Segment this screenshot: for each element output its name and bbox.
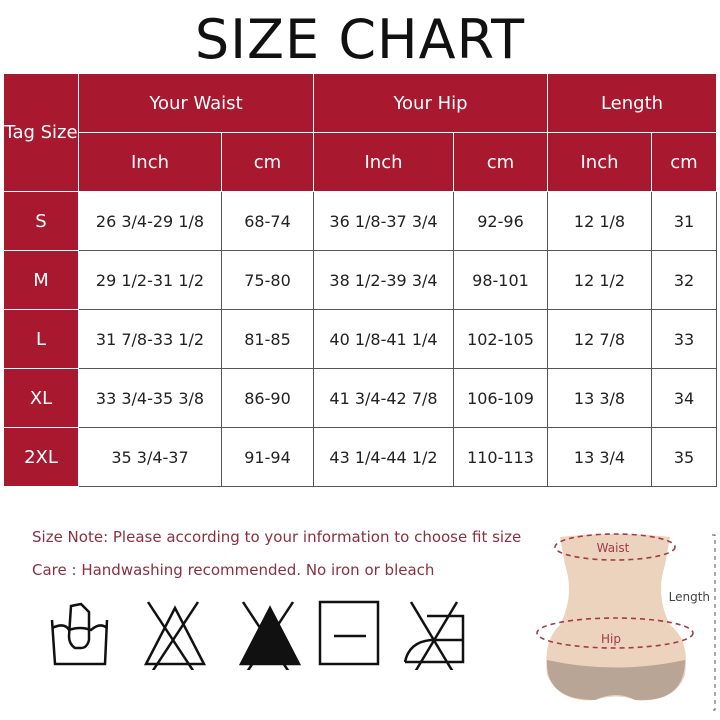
table-row: 2XL 35 3/4-37 91-94 43 1/4-44 1/2 110-113 13 … bbox=[3, 427, 717, 487]
value-cell: 12 1/8 bbox=[547, 191, 652, 251]
value-cell: 40 1/8-41 1/4 bbox=[313, 309, 454, 369]
unit-header: cm bbox=[651, 132, 717, 192]
value-cell: 106-109 bbox=[453, 368, 548, 428]
value-cell: 43 1/4-44 1/2 bbox=[313, 427, 454, 487]
size-cell: M bbox=[3, 250, 79, 310]
size-note: Size Note: Please according to your info… bbox=[32, 528, 522, 546]
hand-wash-icon bbox=[50, 602, 109, 666]
dry-flat-icon bbox=[318, 600, 380, 666]
table-row: L 31 7/8-33 1/2 81-85 40 1/8-41 1/4 102-105 1… bbox=[3, 309, 717, 369]
value-cell: 13 3/8 bbox=[547, 368, 652, 428]
value-cell: 13 3/4 bbox=[547, 427, 652, 487]
value-cell: 32 bbox=[651, 250, 717, 310]
value-cell: 75-80 bbox=[221, 250, 314, 310]
care-icons bbox=[50, 600, 465, 670]
size-cell: L bbox=[3, 309, 79, 369]
no-bleach-icon bbox=[143, 601, 207, 670]
value-cell: 35 3/4-37 bbox=[78, 427, 222, 487]
size-cell: 2XL bbox=[3, 427, 79, 487]
waist-header: Your Waist bbox=[78, 73, 314, 133]
value-cell: 36 1/8-37 3/4 bbox=[313, 191, 454, 251]
unit-header: cm bbox=[453, 132, 548, 192]
value-cell: 29 1/2-31 1/2 bbox=[78, 250, 222, 310]
value-cell: 91-94 bbox=[221, 427, 314, 487]
value-cell: 31 7/8-33 1/2 bbox=[78, 309, 222, 369]
page-title: SIZE CHART bbox=[194, 8, 526, 71]
table-row: M 29 1/2-31 1/2 75-80 38 1/2-39 3/4 98-101 12… bbox=[3, 250, 717, 310]
waist-label: Waist bbox=[597, 541, 630, 555]
unit-header: Inch bbox=[313, 132, 454, 192]
shapewear-image bbox=[546, 534, 686, 701]
length-header: Length bbox=[547, 73, 717, 133]
unit-header: Inch bbox=[547, 132, 652, 192]
table-row: S 26 3/4-29 1/8 68-74 36 1/8-37 3/4 92-96 12 … bbox=[3, 191, 717, 251]
table-row: XL 33 3/4-35 3/8 86-90 41 3/4-42 7/8 106-109… bbox=[3, 368, 717, 428]
hip-label: Hip bbox=[601, 632, 621, 646]
value-cell: 26 3/4-29 1/8 bbox=[78, 191, 222, 251]
no-iron-icon bbox=[403, 601, 465, 670]
size-chart-table: Tag Size Your Waist Your Hip Length Inch… bbox=[3, 73, 717, 487]
value-cell: 31 bbox=[651, 191, 717, 251]
length-label: Length bbox=[669, 590, 710, 604]
value-cell: 41 3/4-42 7/8 bbox=[313, 368, 454, 428]
unit-header: Inch bbox=[78, 132, 222, 192]
value-cell: 81-85 bbox=[221, 309, 314, 369]
value-cell: 68-74 bbox=[221, 191, 314, 251]
value-cell: 110-113 bbox=[453, 427, 548, 487]
size-cell: S bbox=[3, 191, 79, 251]
value-cell: 12 1/2 bbox=[547, 250, 652, 310]
size-cell: XL bbox=[3, 368, 79, 428]
value-cell: 34 bbox=[651, 368, 717, 428]
hip-header: Your Hip bbox=[313, 73, 548, 133]
value-cell: 98-101 bbox=[453, 250, 548, 310]
product-diagram: Waist Hip Length bbox=[536, 533, 716, 711]
value-cell: 92-96 bbox=[453, 191, 548, 251]
care-note: Care : Handwashing recommended. No iron … bbox=[32, 561, 435, 579]
value-cell: 12 7/8 bbox=[547, 309, 652, 369]
value-cell: 86-90 bbox=[221, 368, 314, 428]
value-cell: 33 3/4-35 3/8 bbox=[78, 368, 222, 428]
value-cell: 35 bbox=[651, 427, 717, 487]
tag-size-header: Tag Size bbox=[3, 73, 79, 192]
value-cell: 33 bbox=[651, 309, 717, 369]
value-cell: 102-105 bbox=[453, 309, 548, 369]
unit-header: cm bbox=[221, 132, 314, 192]
value-cell: 38 1/2-39 3/4 bbox=[313, 250, 454, 310]
no-chlorine-bleach-icon bbox=[238, 601, 302, 670]
